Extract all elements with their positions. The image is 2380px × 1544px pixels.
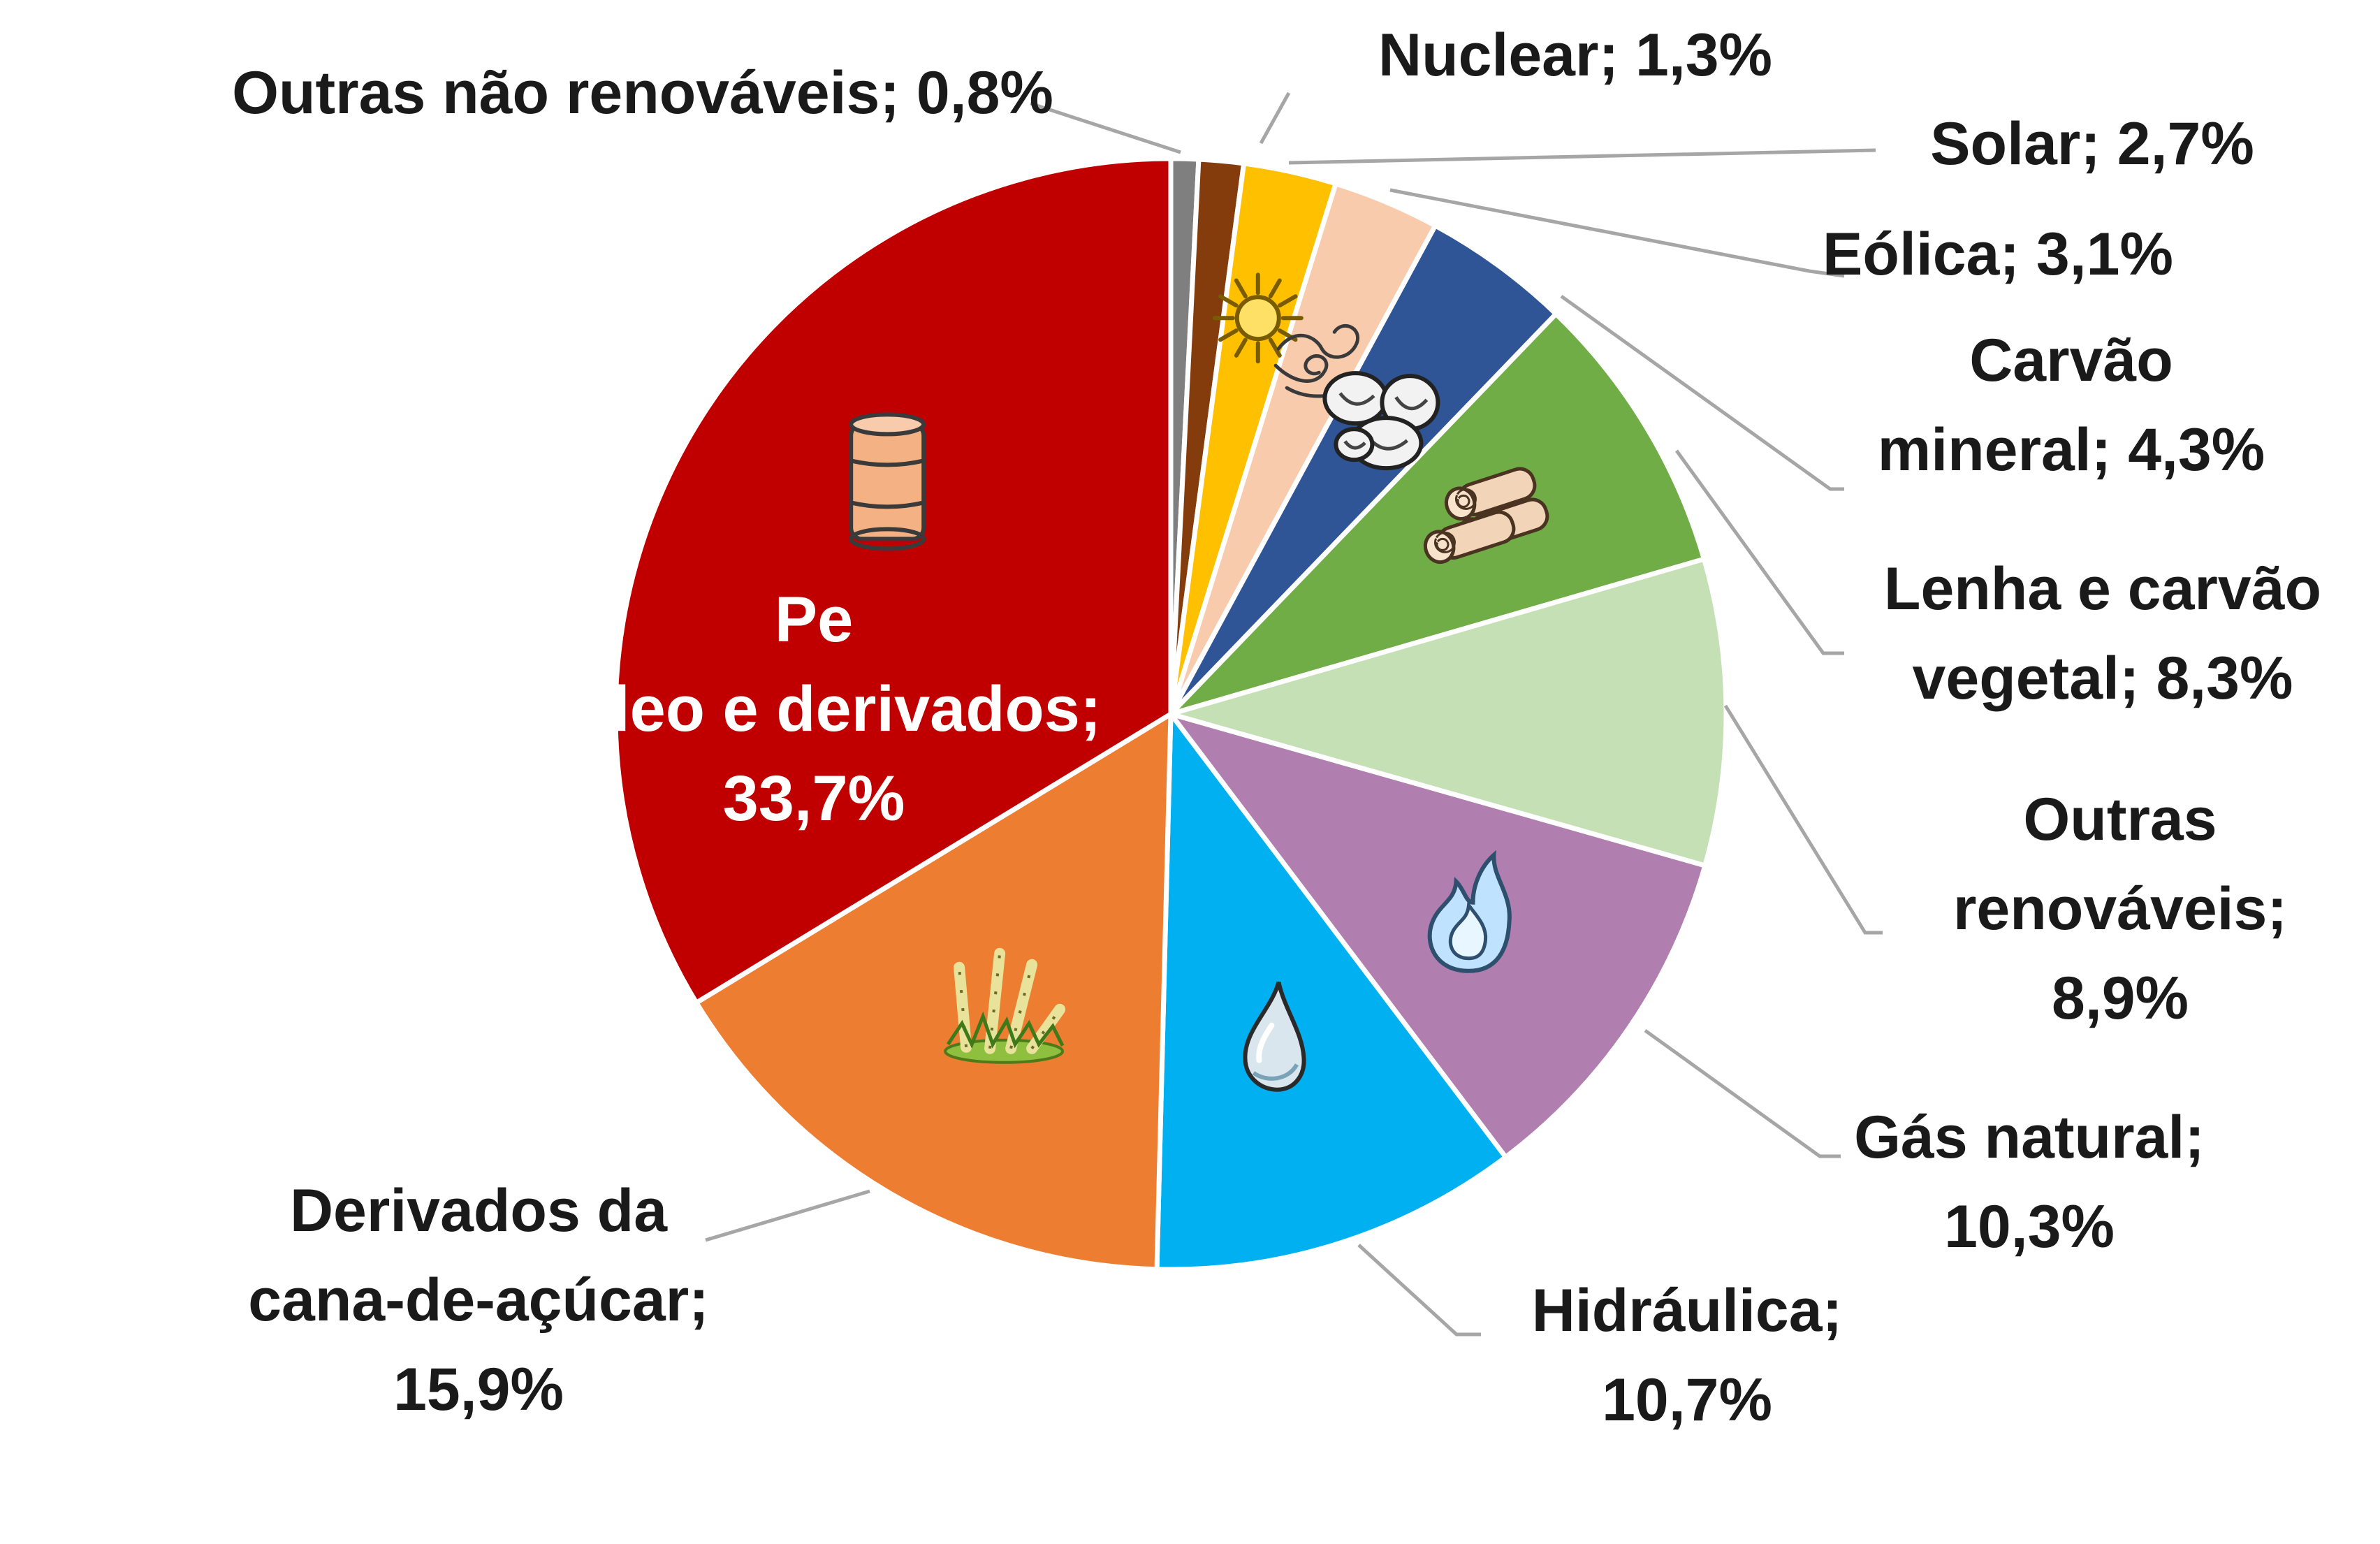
leader-line-derivados-da-cana-de-acucar	[705, 1189, 870, 1242]
leader-line-outras-nao-renovaveis	[1030, 101, 1181, 154]
slice-labels: Outras não renováveis; 0,8% Nuclear; 1,3%…	[232, 22, 2321, 1434]
data-label-petroleo-e-derivados: Pe tróleo e derivados; 33,7%	[526, 584, 1101, 834]
data-label-nuclear: Nuclear; 1,3%	[1378, 22, 1772, 89]
data-label-outras-renovaveis: Outras renováveis; 8,9%	[1953, 786, 2287, 1032]
leader-line-nuclear	[1259, 92, 1291, 145]
sugarcane-icon	[944, 947, 1066, 1064]
data-label-outras-nao-renovaveis: Outras não renováveis; 0,8%	[232, 59, 1053, 126]
data-label-eolica: Eólica; 3,1%	[1823, 221, 2173, 288]
coal-icon	[1322, 371, 1440, 471]
leader-lines	[705, 92, 1883, 1337]
data-label-hidraulica: Hidráulica; 10,7%	[1532, 1277, 1842, 1434]
firewood-icon	[1423, 467, 1549, 565]
leader-line-outras-renovaveis	[1723, 704, 1883, 935]
pie-slice-petroleo-e-derivados	[613, 156, 1174, 1005]
slice-icons	[849, 272, 1549, 1092]
sun-icon	[1212, 272, 1304, 364]
pie-slices	[613, 156, 1729, 1272]
data-label-carvao-mineral: Carvão mineral; 4,3%	[1878, 327, 2265, 483]
pie-slice-derivados-da-cana-de-acucar	[694, 711, 1174, 1272]
oil-barrel-icon	[849, 412, 926, 551]
leader-line-hidraulica	[1357, 1244, 1481, 1337]
leader-line-gas-natural	[1644, 1028, 1841, 1158]
leader-line-solar	[1288, 148, 1876, 165]
pie-slice-hidraulica	[1154, 711, 1508, 1272]
pie-slice-outras-renovaveis	[1168, 556, 1729, 868]
data-label-derivados-da-cana-de-acucar: Derivados da cana-de-açúcar; 15,9%	[248, 1177, 709, 1423]
data-label-gas-natural: Gás natural; 10,3%	[1854, 1104, 2205, 1260]
data-label-lenha-e-carvao-vegetal: Lenha e carvão vegetal; 8,3%	[1884, 555, 2321, 712]
pie-slice-carvao-mineral	[1168, 223, 1558, 717]
data-label-solar: Solar; 2,7%	[1930, 110, 2254, 177]
leader-line-lenha-e-carvao-vegetal	[1674, 449, 1844, 655]
leader-line-carvao-mineral	[1560, 294, 1844, 491]
leader-line-eolica	[1389, 188, 1845, 278]
pie-slice-lenha-e-carvao-vegetal	[1168, 311, 1707, 717]
flame-icon	[1427, 850, 1512, 973]
water-drop-icon	[1243, 981, 1306, 1092]
